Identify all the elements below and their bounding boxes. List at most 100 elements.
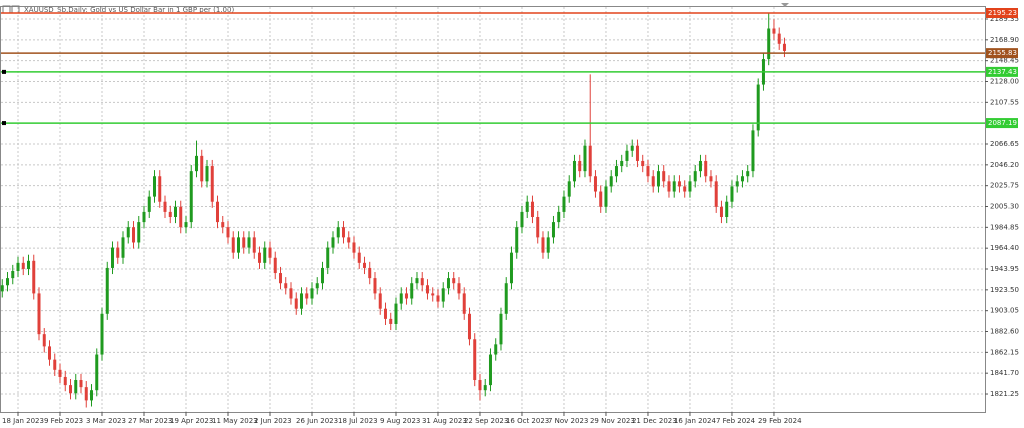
candle-body [221, 222, 225, 228]
x-tick-label: 11 May 2023 [212, 417, 258, 425]
candle-body [383, 308, 387, 319]
candle-body [719, 206, 723, 217]
candle-body [310, 288, 314, 299]
candle-body [299, 293, 303, 309]
candle-body [74, 380, 78, 394]
candle-body [578, 160, 582, 172]
candle-body [509, 252, 513, 284]
y-tick-label: 1964.40 [990, 244, 1019, 252]
candle-body [688, 181, 692, 192]
candle-body [189, 171, 193, 223]
candle-body [126, 227, 130, 238]
x-tick-label: 29 Nov 2023 [590, 417, 635, 425]
candle-body [746, 171, 750, 177]
candle-body [520, 211, 524, 228]
candle-body [378, 293, 382, 309]
candle-body [257, 252, 261, 263]
candle-body [751, 130, 755, 172]
candle-body [536, 216, 540, 238]
candle-body [546, 237, 550, 253]
candle-body [431, 293, 435, 296]
candle-body [289, 288, 293, 299]
y-tick-label: 1841.70 [990, 369, 1019, 377]
candle-body [32, 260, 36, 294]
y-tick-label: 1923.50 [990, 286, 1019, 294]
x-tick-label: 26 Jun 2023 [296, 417, 338, 425]
candle-body [614, 166, 618, 177]
candle-body [683, 186, 687, 192]
y-tick-label: 2189.35 [990, 15, 1019, 23]
candle-body [236, 237, 240, 253]
candle-body [483, 385, 487, 391]
candle-body [620, 160, 624, 167]
candle-body [488, 354, 492, 386]
x-tick-label: 9 Aug 2023 [380, 417, 420, 425]
candle-body [147, 196, 151, 212]
level-label-box [986, 66, 1018, 77]
candle-body [179, 206, 183, 228]
x-tick-label: 16 Oct 2023 [506, 417, 549, 425]
level-label: 2137.43 [988, 68, 1017, 76]
candle-body [200, 155, 204, 182]
level-label: 2195.23 [988, 9, 1017, 17]
candle-body [121, 237, 125, 258]
candle-body [651, 176, 655, 187]
candle-body [95, 354, 99, 391]
candle-body [609, 176, 613, 187]
candle-body [184, 222, 188, 228]
candle-body [667, 181, 671, 192]
candle-body [452, 278, 456, 284]
candle-body [698, 160, 702, 172]
candle-body [567, 181, 571, 197]
candle-body [142, 211, 146, 223]
candle-body [0, 285, 4, 292]
candle-body [63, 376, 67, 386]
y-tick-label: 1862.15 [990, 348, 1019, 356]
x-tick-label: 21 Dec 2023 [632, 417, 677, 425]
candle-body [215, 201, 219, 223]
candle-body [347, 237, 351, 243]
candle-body [662, 171, 666, 182]
level-label-box [986, 118, 1018, 129]
x-tick-label: 3 Mar 2023 [86, 417, 126, 425]
candle-body [163, 201, 167, 212]
candle-body [168, 211, 172, 217]
candle-body [473, 339, 477, 381]
candle-body [593, 176, 597, 192]
x-tick-label: 22 Sep 2023 [464, 417, 508, 425]
y-tick-label: 1903.05 [990, 307, 1019, 315]
candle-body [399, 293, 403, 304]
level-label-box [986, 7, 1018, 18]
x-tick-label: 29 Feb 2024 [758, 417, 802, 425]
candle-body [320, 267, 324, 284]
x-tick-label: 7 Nov 2023 [548, 417, 588, 425]
candle-body [131, 227, 135, 243]
candle-body [389, 318, 393, 324]
candle-body [58, 369, 62, 377]
y-tick-label: 2005.30 [990, 203, 1019, 211]
candle-body [326, 247, 330, 268]
level-handle [2, 69, 6, 74]
candle-body [373, 278, 377, 294]
candle-body [672, 181, 676, 192]
candle-body [583, 145, 587, 172]
y-tick-label: 2128.00 [990, 77, 1019, 85]
candle-body [16, 262, 20, 271]
x-tick-label: 2 Jun 2023 [254, 417, 292, 425]
x-tick-label: 9 Feb 2023 [44, 417, 83, 425]
candle-body [90, 390, 94, 401]
candle-body [341, 227, 345, 238]
candle-body [478, 380, 482, 391]
candle-body [630, 145, 634, 151]
candle-body [305, 293, 309, 299]
y-tick-label: 2046.20 [990, 161, 1019, 169]
candle-body [604, 186, 608, 207]
candle-body [625, 150, 629, 161]
level-label-box [986, 48, 1018, 59]
candle-body [725, 201, 729, 217]
candle-body [782, 43, 786, 51]
candle-body [173, 206, 177, 217]
candle-body [111, 247, 115, 268]
candle-body [210, 166, 214, 202]
candle-body [646, 166, 650, 177]
